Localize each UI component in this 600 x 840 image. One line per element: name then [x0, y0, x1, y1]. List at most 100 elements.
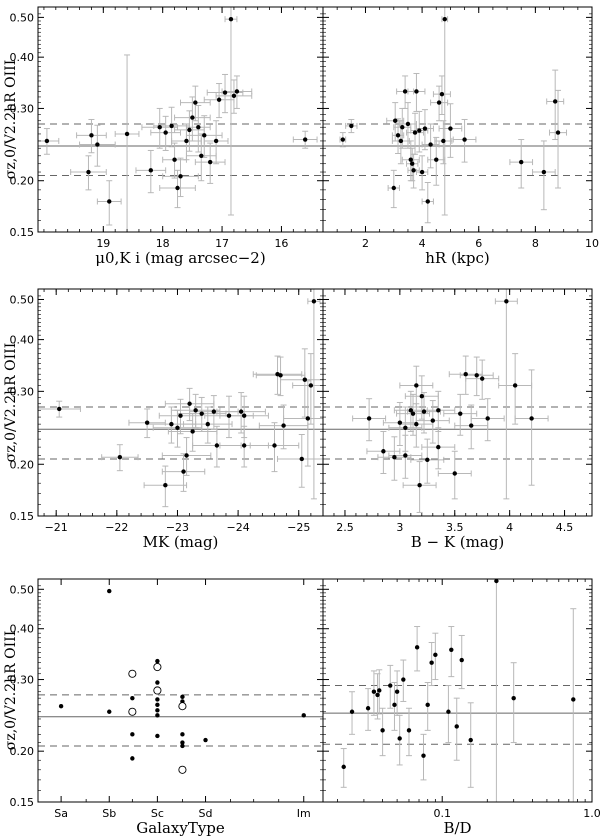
data-point	[406, 728, 412, 733]
data-point	[184, 138, 189, 144]
data-point	[308, 383, 314, 388]
data-point	[180, 732, 185, 737]
open-data-point	[128, 669, 137, 678]
data-point	[414, 89, 419, 94]
data-point	[555, 130, 561, 135]
data-point	[414, 383, 419, 388]
data-point	[408, 157, 413, 162]
data-point	[228, 16, 234, 22]
data-point	[222, 90, 228, 95]
data-point	[405, 121, 411, 127]
data-point	[193, 100, 198, 105]
data-point	[199, 411, 204, 416]
data-point	[190, 429, 195, 434]
data-point	[411, 168, 416, 173]
y-tick-label: 0.15	[10, 226, 35, 239]
data-point	[299, 456, 304, 462]
open-data-point	[178, 765, 187, 774]
y-tick-label: 0.30	[10, 102, 35, 115]
panel-frame	[322, 288, 593, 517]
data-point	[381, 449, 386, 454]
data-point	[494, 578, 499, 584]
data-point	[124, 131, 130, 137]
data-point	[458, 411, 463, 416]
data-point	[175, 185, 180, 191]
data-point	[226, 413, 232, 418]
data-point	[241, 443, 247, 448]
data-point	[155, 708, 160, 713]
x-tick-label: 4.5	[556, 521, 574, 534]
data-point	[428, 142, 433, 147]
x-axis-label: μ0,K i (mag arcsec−2)	[95, 249, 265, 267]
data-point	[155, 713, 160, 718]
x-tick-label: 4	[419, 237, 426, 250]
data-point	[436, 100, 442, 105]
data-point	[397, 736, 402, 741]
panel-frame	[322, 6, 593, 233]
data-point	[57, 406, 62, 412]
data-point	[529, 416, 534, 421]
data-point	[449, 647, 454, 653]
data-point	[214, 443, 220, 448]
data-point	[157, 125, 162, 130]
x-tick-label: Im	[297, 807, 311, 820]
data-point	[436, 444, 441, 450]
data-point	[231, 93, 237, 99]
x-tick-label: 1.0	[583, 807, 600, 820]
data-point	[391, 185, 396, 191]
data-point	[371, 689, 377, 694]
data-point	[302, 377, 308, 382]
x-tick-label: −24	[226, 521, 249, 534]
data-point	[107, 588, 112, 594]
data-point	[130, 695, 135, 701]
data-point	[178, 413, 183, 418]
data-point	[395, 133, 401, 138]
data-point	[180, 694, 185, 700]
x-tick-label: 19	[96, 237, 110, 250]
data-point	[366, 416, 372, 421]
x-tick-label: Sa	[54, 807, 68, 820]
data-point	[163, 130, 168, 135]
panel-row2-left: −21 −22 −23 −24 −25 0.15 0.20 0.30 0.40 0.50 MK (m…	[3, 288, 324, 551]
data-point	[155, 658, 160, 664]
data-point	[393, 118, 398, 123]
data-point	[175, 425, 180, 430]
data-point	[434, 157, 439, 162]
data-point	[409, 161, 415, 166]
y-tick-label: 0.50	[10, 293, 35, 306]
data-point	[433, 652, 438, 658]
data-point	[442, 16, 447, 22]
y-tick-label: 0.40	[10, 51, 35, 64]
data-point	[469, 423, 474, 428]
y-tick-label: 0.30	[10, 674, 35, 687]
panel-row3-left: Sa Sb Sc Sd Im 0.15 0.20 0.30 0.40 0.50 GalaxyType…	[3, 578, 324, 837]
data-point	[394, 689, 400, 694]
data-point	[459, 657, 464, 663]
panel-frame	[322, 578, 593, 803]
data-point	[422, 126, 428, 131]
data-point	[419, 169, 425, 175]
data-point	[302, 137, 308, 142]
data-point	[234, 89, 240, 94]
y-tick-label: 0.50	[10, 11, 35, 24]
data-point	[278, 373, 283, 378]
data-point	[155, 680, 160, 685]
y-tick-label: 0.40	[10, 334, 35, 347]
data-point	[541, 169, 547, 175]
data-point	[187, 127, 192, 133]
data-point	[410, 411, 416, 416]
open-data-point	[178, 702, 187, 711]
x-axis-label: GalaxyType	[136, 819, 225, 837]
x-tick-label: 6	[475, 237, 482, 250]
data-point	[552, 99, 558, 104]
data-point	[388, 683, 393, 688]
data-point	[196, 125, 201, 130]
x-tick-label: 3	[396, 521, 403, 534]
x-tick-label: −23	[166, 521, 189, 534]
data-point	[571, 697, 576, 702]
data-point	[281, 423, 286, 428]
data-point	[454, 724, 459, 729]
data-point	[155, 702, 160, 708]
data-point	[392, 455, 397, 460]
data-point	[377, 688, 382, 693]
